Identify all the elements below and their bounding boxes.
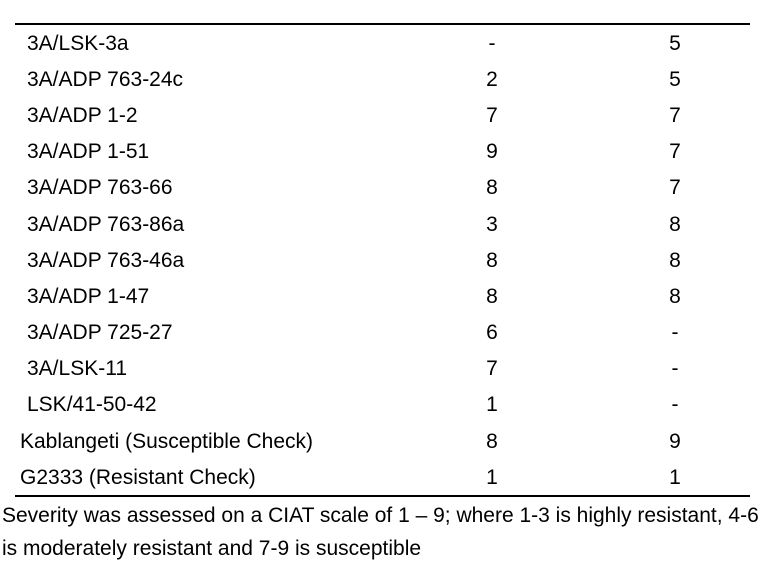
footnote-line-2: is moderately resistant and 7-9 is susce… (2, 537, 422, 560)
severity-value-2: 7 (669, 103, 681, 127)
severity-value-2: 1 (669, 465, 681, 489)
severity-value-1: 3 (486, 212, 498, 236)
table-row: 3A/ADP 763-46a 8 8 (15, 242, 750, 278)
table-row: 3A/ADP 763-66 8 7 (15, 170, 750, 206)
genotype-label: LSK/41-50-42 (27, 393, 157, 417)
genotype-label: 3A/ADP 763-86a (27, 212, 185, 236)
genotype-label: 3A/ADP 763-24c (27, 67, 184, 91)
genotype-label: 3A/ADP 763-66 (27, 176, 173, 200)
genotype-label: 3A/ADP 1-51 (27, 140, 150, 164)
severity-table: 3A/LSK-3a - 5 3A/ADP 763-24c 2 5 3A/ADP … (15, 23, 750, 498)
severity-value-2: - (671, 393, 679, 417)
table-bottom-rule (15, 495, 750, 498)
severity-value-2: 8 (669, 212, 681, 236)
severity-value-1: - (488, 31, 496, 55)
genotype-label: 3A/ADP 725-27 (27, 321, 173, 345)
severity-value-1: 6 (486, 321, 498, 345)
table-footnote: Severity was assessed on a CIAT scale of… (2, 499, 776, 565)
severity-value-2: 8 (669, 248, 681, 272)
genotype-label: Kablangeti (Susceptible Check) (20, 429, 313, 453)
table-row: 3A/ADP 1-47 8 8 (15, 278, 750, 314)
severity-value-1: 2 (486, 67, 498, 91)
table-top-rule (15, 23, 750, 25)
severity-value-2: 9 (669, 429, 681, 453)
genotype-label: 3A/ADP 1-2 (27, 103, 138, 127)
table-body: 3A/LSK-3a - 5 3A/ADP 763-24c 2 5 3A/ADP … (15, 25, 750, 495)
table-row: G2333 (Resistant Check) 1 1 (15, 459, 750, 495)
severity-value-1: 9 (486, 140, 498, 164)
table-row: 3A/ADP 763-86a 3 8 (15, 206, 750, 242)
severity-value-1: 1 (486, 393, 498, 417)
table-row: 3A/LSK-3a - 5 (15, 25, 750, 61)
genotype-label: 3A/ADP 1-47 (27, 284, 150, 308)
severity-value-2: - (671, 357, 679, 381)
severity-value-2: 7 (669, 176, 681, 200)
severity-value-2: 7 (669, 140, 681, 164)
table-row: 3A/ADP 725-27 6 - (15, 315, 750, 351)
severity-value-2: - (671, 321, 679, 345)
severity-value-1: 1 (486, 465, 498, 489)
genotype-label: G2333 (Resistant Check) (20, 465, 256, 489)
genotype-label: 3A/ADP 763-46a (27, 248, 185, 272)
severity-value-1: 8 (486, 284, 498, 308)
table-row: LSK/41-50-42 1 - (15, 387, 750, 423)
severity-value-1: 8 (486, 176, 498, 200)
genotype-label: 3A/LSK-3a (27, 31, 129, 55)
severity-value-2: 8 (669, 284, 681, 308)
severity-value-1: 8 (486, 429, 498, 453)
severity-value-1: 7 (486, 357, 498, 381)
table-row: 3A/ADP 1-2 7 7 (15, 97, 750, 133)
severity-value-2: 5 (669, 31, 681, 55)
table-row: Kablangeti (Susceptible Check) 8 9 (15, 423, 750, 459)
table-row: 3A/LSK-11 7 - (15, 351, 750, 387)
footnote-line-1: Severity was assessed on a CIAT scale of… (2, 504, 759, 527)
genotype-label: 3A/LSK-11 (27, 357, 128, 381)
table-row: 3A/ADP 763-24c 2 5 (15, 61, 750, 97)
severity-value-1: 7 (486, 103, 498, 127)
severity-value-1: 8 (486, 248, 498, 272)
table-row: 3A/ADP 1-51 9 7 (15, 134, 750, 170)
severity-value-2: 5 (669, 67, 681, 91)
